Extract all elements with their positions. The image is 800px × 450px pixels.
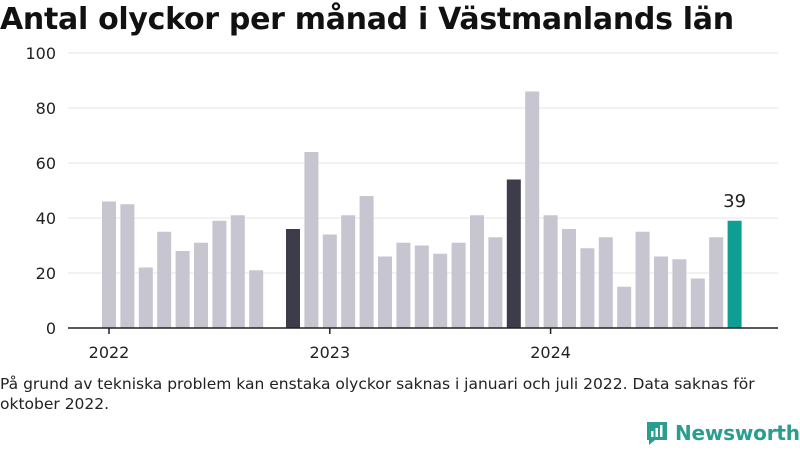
bar-2022-04: [157, 231, 172, 328]
bar-2022-05: [175, 251, 190, 328]
data-label: 39: [723, 191, 746, 212]
bar-2024-01: [543, 215, 558, 328]
x-tick-label: 2024: [530, 343, 571, 362]
x-axis: 2022 2023 2024: [68, 327, 778, 362]
annotations: 39: [723, 191, 746, 212]
chart-title: Antal olyckor per månad i Västmanlands l…: [0, 2, 734, 37]
bar-2023-04: [378, 256, 392, 328]
x-tick-label: 2022: [89, 343, 130, 362]
bar-2024-04: [598, 237, 613, 328]
bar-2024-11: [727, 220, 742, 328]
bar-2022-06: [194, 242, 208, 328]
footnote: På grund av tekniska problem kan enstaka…: [0, 375, 755, 413]
bar-2023-07: [433, 253, 448, 328]
bar-2023-11: [506, 179, 521, 328]
bar-2022-02: [120, 204, 135, 328]
bar-2024-03: [580, 248, 595, 328]
gridlines: [68, 52, 778, 274]
bar-2023-09: [470, 215, 484, 328]
bar-2024-09: [690, 278, 705, 328]
bar-2023-10: [488, 237, 503, 328]
x-tick-label: 2023: [309, 343, 350, 362]
bar-2022-08: [230, 215, 245, 328]
bar-2022-01: [102, 201, 116, 328]
bar-2022-11: [286, 229, 300, 328]
y-tick-label: 40: [36, 209, 56, 228]
bar-2023-06: [414, 245, 429, 328]
bar-2023-08: [451, 242, 466, 328]
brand-name: Newsworthy: [675, 421, 800, 445]
bar-2023-01: [322, 234, 337, 328]
bar-2022-12: [304, 152, 319, 328]
bar-2022-07: [212, 220, 227, 328]
bars: [102, 91, 742, 328]
y-axis-ticks: 0 20 40 60 80 100: [25, 44, 56, 338]
newsworthy-logo-icon: [647, 422, 667, 445]
bar-2024-02: [562, 229, 576, 328]
y-tick-label: 100: [25, 44, 56, 63]
bar-2023-05: [396, 242, 411, 328]
bar-2023-02: [341, 215, 356, 328]
bar-2022-09: [249, 270, 264, 328]
y-tick-label: 0: [46, 319, 56, 338]
y-tick-label: 60: [36, 154, 56, 173]
bar-2024-08: [672, 259, 687, 328]
bar-2024-07: [654, 256, 668, 328]
bar-2024-05: [617, 286, 632, 328]
y-tick-label: 20: [36, 264, 56, 283]
bar-2023-12: [525, 91, 540, 328]
bar-2024-06: [635, 231, 650, 328]
brand-logo[interactable]: Newsworthy: [645, 420, 800, 446]
bar-2024-10: [709, 237, 724, 328]
bar-chart: 0 20 40 60 80 100 2022 2023 2024 39: [25, 44, 778, 362]
bar-2022-03: [138, 267, 153, 328]
y-tick-label: 80: [36, 99, 56, 118]
bar-2023-03: [359, 196, 374, 328]
